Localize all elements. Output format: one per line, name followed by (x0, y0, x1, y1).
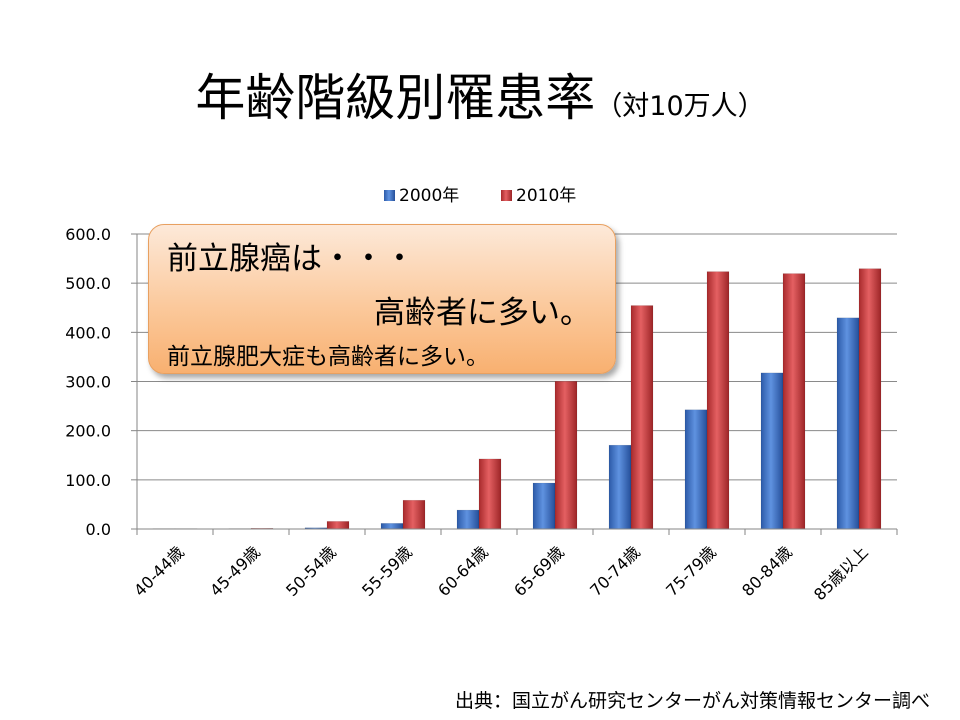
callout-line-1: 前立腺癌は・・・ (167, 241, 415, 277)
x-tick-label: 80-84歳 (738, 542, 796, 600)
title-main: 年齢階級別罹患率 (195, 69, 596, 127)
bar-2010 (478, 458, 502, 530)
bar-2000 (532, 482, 556, 530)
x-tick-label: 60-64歳 (434, 542, 492, 600)
y-tick-label: 400.0 (65, 323, 111, 342)
bar-2010 (326, 521, 350, 530)
page-title: 年齢階級別罹患率（対10万人） (0, 58, 960, 130)
bar-2000 (380, 523, 404, 530)
x-tick-label: 85歳以上 (810, 542, 872, 604)
source-note: 出典：国立がん研究センターがん対策情報センター調べ (454, 690, 930, 712)
bar-2000 (684, 409, 708, 530)
bar-2010 (554, 381, 578, 530)
callout-line-2: 高齢者に多い。 (374, 295, 591, 331)
y-tick-label: 0.0 (86, 520, 111, 539)
legend-swatch (384, 190, 395, 201)
bar-2010 (782, 273, 806, 530)
y-tick-label: 100.0 (65, 471, 111, 490)
bar-2000 (836, 317, 860, 530)
bar-2000 (456, 509, 480, 530)
x-tick-label: 40-44歳 (130, 542, 188, 600)
y-tick-label: 200.0 (65, 422, 111, 441)
legend-label: 2010年 (516, 186, 576, 206)
bar-2000 (608, 444, 632, 530)
callout-line-3: 前立腺肥大症も高齢者に多い。 (167, 344, 489, 370)
bar-2000 (760, 372, 784, 530)
x-tick-label: 75-79歳 (662, 542, 720, 600)
bars (152, 268, 882, 530)
x-tick-label: 50-54歳 (282, 542, 340, 600)
y-tick-label: 600.0 (65, 225, 111, 244)
x-tick-label: 70-74歳 (586, 542, 644, 600)
y-tick-label: 300.0 (65, 373, 111, 392)
x-tick-label: 45-49歳 (206, 542, 264, 600)
callout-box: 前立腺癌は・・・ 高齢者に多い。 前立腺肥大症も高齢者に多い。 (148, 224, 616, 374)
y-tick-label: 500.0 (65, 274, 111, 293)
bar-2010 (402, 499, 426, 530)
x-tick-label: 65-69歳 (510, 542, 568, 600)
bar-2010 (858, 268, 882, 530)
bar-2010 (706, 271, 730, 530)
legend-swatch (501, 190, 512, 201)
title-sub: （対10万人） (595, 91, 765, 122)
x-tick-label: 55-59歳 (358, 542, 416, 600)
legend: 2000年 2010年 (384, 186, 576, 206)
bar-2010 (630, 305, 654, 530)
legend-label: 2000年 (399, 186, 459, 206)
